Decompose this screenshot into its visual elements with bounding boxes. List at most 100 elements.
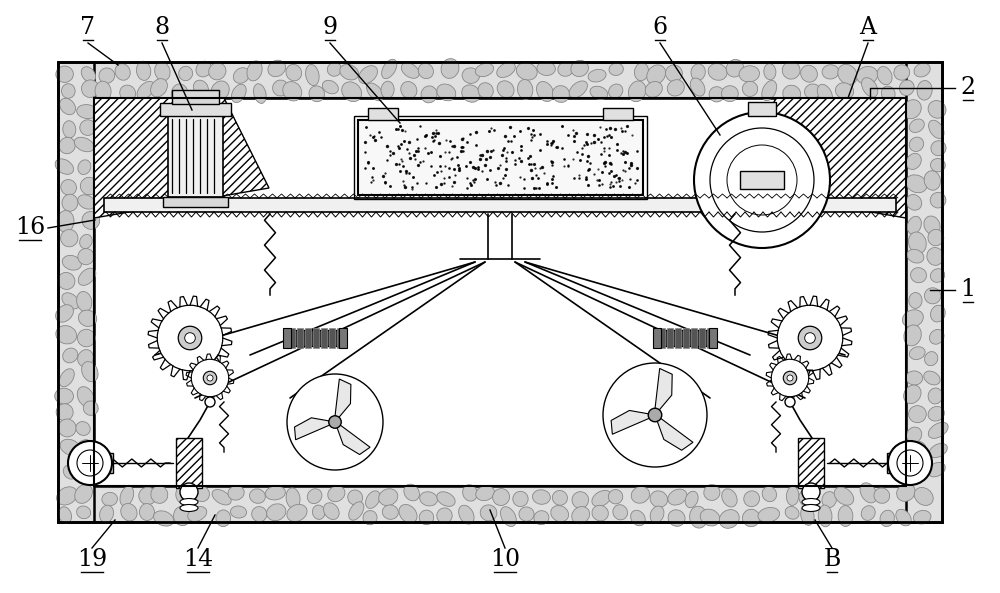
Bar — [354, 116, 647, 199]
Bar — [160, 103, 231, 116]
Ellipse shape — [151, 486, 168, 503]
Ellipse shape — [906, 371, 923, 385]
Ellipse shape — [230, 506, 247, 518]
Ellipse shape — [902, 310, 923, 327]
Ellipse shape — [265, 486, 285, 500]
Circle shape — [203, 371, 217, 385]
Text: 2: 2 — [960, 76, 976, 100]
Ellipse shape — [908, 232, 926, 253]
Bar — [709, 328, 717, 348]
Ellipse shape — [665, 65, 682, 82]
Ellipse shape — [151, 79, 167, 97]
Bar — [675, 328, 681, 348]
Text: 14: 14 — [183, 549, 213, 572]
Bar — [58, 62, 942, 98]
Ellipse shape — [534, 511, 549, 525]
Ellipse shape — [209, 63, 226, 80]
Ellipse shape — [312, 505, 325, 519]
Ellipse shape — [786, 486, 799, 505]
Ellipse shape — [536, 81, 554, 101]
Circle shape — [185, 333, 195, 343]
Ellipse shape — [708, 63, 727, 80]
Ellipse shape — [193, 80, 208, 96]
Ellipse shape — [903, 100, 921, 119]
Ellipse shape — [924, 171, 940, 190]
Ellipse shape — [906, 195, 922, 210]
Ellipse shape — [95, 81, 111, 101]
Ellipse shape — [904, 385, 921, 404]
Polygon shape — [94, 98, 269, 218]
Ellipse shape — [835, 83, 854, 99]
Ellipse shape — [63, 465, 77, 479]
Ellipse shape — [121, 503, 137, 521]
Ellipse shape — [155, 62, 170, 81]
Ellipse shape — [441, 59, 459, 78]
Circle shape — [329, 416, 341, 428]
Ellipse shape — [857, 66, 878, 84]
Ellipse shape — [668, 510, 685, 527]
Polygon shape — [295, 418, 330, 440]
Ellipse shape — [493, 489, 510, 505]
Ellipse shape — [909, 119, 924, 132]
Ellipse shape — [171, 84, 188, 106]
Bar — [321, 328, 327, 348]
Ellipse shape — [668, 489, 687, 505]
Ellipse shape — [120, 85, 136, 101]
Ellipse shape — [139, 487, 157, 505]
Ellipse shape — [78, 350, 93, 366]
Ellipse shape — [758, 508, 780, 522]
Ellipse shape — [744, 491, 760, 506]
Circle shape — [648, 408, 662, 422]
Ellipse shape — [55, 388, 73, 404]
Bar — [297, 328, 303, 348]
Ellipse shape — [628, 81, 646, 101]
Ellipse shape — [80, 177, 98, 195]
Ellipse shape — [862, 78, 878, 97]
Ellipse shape — [897, 483, 915, 502]
Circle shape — [710, 128, 814, 232]
Ellipse shape — [691, 64, 705, 81]
Ellipse shape — [80, 120, 96, 135]
Ellipse shape — [363, 511, 377, 525]
Ellipse shape — [571, 60, 588, 76]
Ellipse shape — [709, 87, 724, 102]
Ellipse shape — [194, 486, 209, 502]
Ellipse shape — [834, 487, 854, 505]
Bar — [667, 328, 673, 348]
Ellipse shape — [180, 499, 198, 505]
Ellipse shape — [56, 404, 73, 420]
Bar — [657, 330, 713, 346]
Ellipse shape — [762, 486, 777, 502]
Ellipse shape — [906, 154, 921, 170]
Ellipse shape — [928, 422, 948, 438]
Ellipse shape — [399, 505, 417, 523]
Bar — [163, 197, 228, 207]
Ellipse shape — [287, 505, 307, 522]
Ellipse shape — [57, 211, 74, 232]
Bar — [906, 62, 942, 522]
Bar — [287, 330, 343, 346]
Bar — [603, 108, 633, 120]
Ellipse shape — [63, 348, 78, 363]
Ellipse shape — [631, 511, 645, 526]
Bar — [653, 328, 661, 348]
Circle shape — [805, 333, 815, 343]
Ellipse shape — [379, 489, 398, 506]
Ellipse shape — [76, 439, 92, 454]
Ellipse shape — [82, 362, 98, 382]
Ellipse shape — [342, 82, 362, 101]
Ellipse shape — [286, 488, 300, 509]
Circle shape — [694, 112, 830, 248]
Ellipse shape — [721, 86, 738, 101]
Bar — [707, 328, 713, 348]
Ellipse shape — [799, 490, 815, 507]
Bar — [176, 438, 202, 488]
Ellipse shape — [401, 81, 417, 98]
Text: 19: 19 — [77, 549, 107, 572]
Ellipse shape — [609, 84, 623, 98]
Bar — [283, 328, 291, 348]
Ellipse shape — [283, 82, 302, 101]
Ellipse shape — [838, 64, 857, 85]
Ellipse shape — [80, 234, 92, 248]
Bar — [337, 328, 343, 348]
